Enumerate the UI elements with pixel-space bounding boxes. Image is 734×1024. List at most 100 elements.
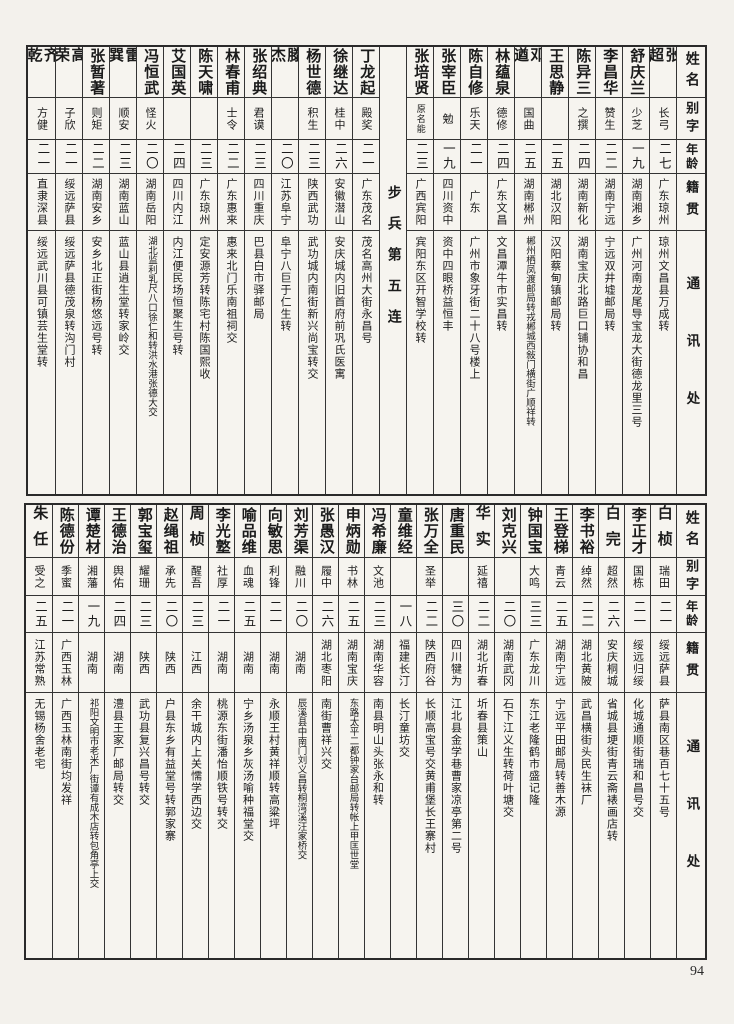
native-cell: 广东琼州 — [191, 173, 217, 230]
age-cell: 二一 — [53, 595, 78, 632]
column-header-native: 籍贯 — [677, 632, 705, 692]
age-cell: 二一 — [625, 595, 650, 632]
entry-column: 童维经 一八 福建长汀 长汀童坊交 — [390, 505, 416, 958]
column-header-zi: 别字 — [677, 557, 705, 595]
entry-column: 向敏思 利锋 二一 湖南 永顺王村黄祥顺转高粱坪 — [260, 505, 286, 958]
entry-column: 高荣 子欣 二一 绥远萨县 绥远萨县德茂泉转沟门村 — [55, 47, 82, 494]
age-cell: 二一 — [461, 139, 487, 173]
native-cell: 湖南 — [79, 632, 104, 692]
entry-column: 李昌华 赞生 二二 湖南宁远 宁远双井墟邮局转 — [595, 47, 622, 494]
entry-column: 张超 长弓 二七 广东琼州 琼州文昌县万成转 — [649, 47, 676, 494]
name-cell: 陈自修 — [466, 48, 483, 96]
contact-cell: 圻春县策山 — [469, 692, 494, 958]
age-cell: 二三 — [245, 139, 271, 173]
zi-cell: 之撰 — [569, 97, 595, 139]
native-cell: 湖南湘乡 — [623, 173, 649, 230]
native-cell: 广东琼州 — [650, 173, 676, 230]
zi-cell — [391, 557, 416, 595]
name-cell: 王登梯 — [551, 507, 568, 555]
zi-cell: 延禧 — [469, 557, 494, 595]
age-cell: 二四 — [488, 139, 514, 173]
age-cell: 二一 — [651, 595, 676, 632]
contact-cell: 化城通顺街瑞和昌号交 — [625, 692, 650, 958]
name-cell: 华实 — [473, 505, 490, 557]
column-header-age: 年龄 — [677, 139, 705, 173]
contact-cell: 绥远武川县可镇芸生堂转 — [28, 230, 55, 494]
zi-cell: 赞生 — [596, 97, 622, 139]
native-cell: 四川重庆 — [245, 173, 271, 230]
age-cell: 二三 — [191, 139, 217, 173]
age-cell: 三〇 — [443, 595, 468, 632]
native-cell: 湖南 — [105, 632, 130, 692]
native-cell: 江苏常熟 — [26, 632, 52, 692]
contact-cell: 武功县复兴昌号转交 — [131, 692, 156, 958]
zi-cell: 血魂 — [235, 557, 260, 595]
age-cell: 二二 — [417, 595, 442, 632]
age-cell: 二五 — [235, 595, 260, 632]
entry-column: 张宰臣勉一九 四川资中 资中四眼桥益恒丰 — [433, 47, 460, 494]
entry-column: 白完 超然 二六 安庆桐城 省城县埂街青云斋裱画店转 — [598, 505, 624, 958]
native-cell: 湖南 — [235, 632, 260, 692]
column-header-native: 籍贯 — [677, 173, 705, 230]
column-header-name: 姓名 — [683, 510, 699, 552]
zi-cell: 士令 — [218, 97, 244, 139]
zi-cell: 融川 — [287, 557, 312, 595]
native-cell: 湖南蓝山 — [110, 173, 136, 230]
column-header-age: 年龄 — [677, 595, 705, 632]
native-cell: 广西玉林 — [53, 632, 78, 692]
age-cell: 二二 — [469, 595, 494, 632]
contact-cell: 惠来北门乐南祖祠交 — [218, 230, 244, 494]
zi-cell — [164, 97, 190, 139]
name-cell: 唐重民 — [447, 507, 464, 555]
native-cell: 福建长汀 — [391, 632, 416, 692]
name-cell: 李书裕 — [577, 507, 594, 555]
contact-cell: 宁远平田邮局转善木源 — [547, 692, 572, 958]
column-header-contact: 通讯处 — [677, 692, 705, 958]
age-cell: 一九 — [79, 595, 104, 632]
name-cell: 向敏思 — [265, 507, 282, 555]
entry-column: 滕杰 二〇 江苏阜宁 阜宁八巨于仁生转 — [271, 47, 298, 494]
zi-cell: 书林 — [339, 557, 364, 595]
zi-cell: 超然 — [599, 557, 624, 595]
age-cell: 二四 — [105, 595, 130, 632]
name-cell: 邓遒 — [515, 47, 541, 73]
zi-cell: 顺安 — [110, 97, 136, 139]
roster-table-top: 姓名 别字 年龄 籍贯 通讯处 张超 长弓 二七 广东琼州 琼州文昌县万成转 舒庆兰 少芝 一九 湖南湘乡… — [26, 45, 707, 496]
contact-cell: 资中四眼桥益恒丰 — [434, 230, 460, 494]
contact-cell: 巴县白市驿邮局 — [245, 230, 271, 494]
zi-cell: 瑞田 — [651, 557, 676, 595]
name-cell: 白完 — [603, 505, 620, 557]
age-cell: 二三 — [407, 139, 433, 173]
contact-cell: 定安源芳转陈宅村陈国熙收 — [191, 230, 217, 494]
name-cell: 喻品维 — [239, 507, 256, 555]
native-cell: 湖南 — [209, 632, 234, 692]
zi-cell: 履中 — [313, 557, 338, 595]
entry-column: 陈德份 季蜜 二一 广西玉林 广西玉林南街均发祥 — [52, 505, 78, 958]
age-cell: 二一 — [28, 139, 55, 173]
age-cell: 一九 — [434, 139, 460, 173]
contact-cell: 长顺高宝号交黄甫堡长王寨村 — [417, 692, 442, 958]
name-cell: 李昌华 — [601, 48, 618, 96]
entry-column: 华实 延禧 二二 湖北圻春 圻春县策山 — [468, 505, 494, 958]
column-header-zi: 别字 — [677, 97, 705, 139]
contact-cell: 江北县金学巷曹家凉亭第二号 — [443, 692, 468, 958]
name-cell: 舒庆兰 — [628, 48, 645, 96]
name-cell: 陈德份 — [57, 507, 74, 555]
entry-column: 王德治 舆佑 二四 湖南 澧县王家厂邮局转交 — [104, 505, 130, 958]
entry-column: 王登梯 青云 二五 湖南宁远 宁远平田邮局转善木源 — [546, 505, 572, 958]
native-cell: 广西宾阳 — [407, 173, 433, 230]
name-cell: 高荣 — [56, 47, 82, 73]
entry-column: 张暂著 则矩 二二 湖南安乡 安乡北正街杨悠远号转 — [82, 47, 109, 494]
age-cell: 二四 — [164, 139, 190, 173]
contact-cell: 汉阳蔡甸镇邮局转 — [542, 230, 568, 494]
zi-cell: 舆佑 — [105, 557, 130, 595]
zi-cell — [272, 97, 298, 139]
native-cell: 陕西 — [157, 632, 182, 692]
contact-cell: 无锡杨舍老宅 — [26, 692, 52, 958]
entry-column: 刘克兴 二〇 湖南武冈 石下江义生转荷叶塘交 — [494, 505, 520, 958]
age-cell: 二〇 — [495, 595, 520, 632]
native-cell: 湖南 — [287, 632, 312, 692]
name-cell: 赵绳祖 — [161, 507, 178, 555]
age-cell: 二一 — [209, 595, 234, 632]
native-cell: 陕西 — [131, 632, 156, 692]
